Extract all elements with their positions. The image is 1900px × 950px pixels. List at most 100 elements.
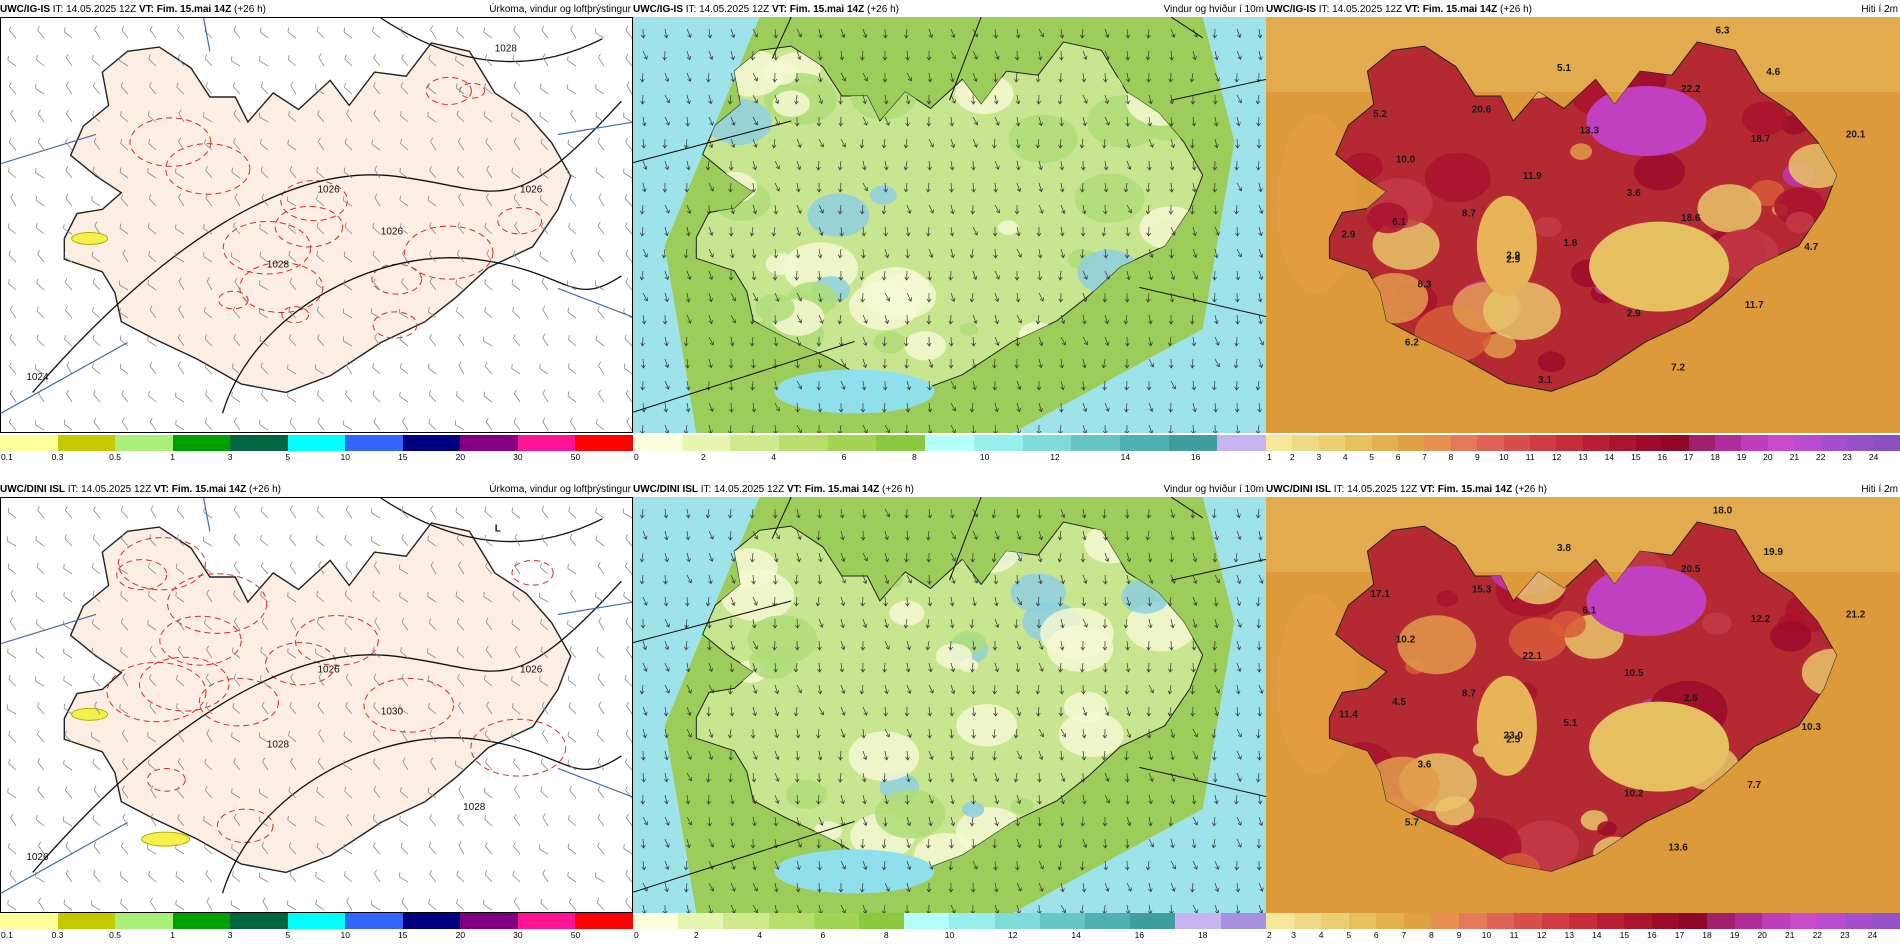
temperature-value-label: 11.9	[1523, 171, 1542, 182]
temperature-value-label: 13.3	[1580, 125, 1600, 136]
lead-time: (+26 h)	[864, 4, 899, 15]
temperature-contour	[222, 220, 312, 275]
panel-run-info: UWC/IG-IS IT: 14.05.2025 12Z VT: Fim. 15…	[633, 0, 899, 20]
color-legend: 1 2 3 4 5 6 7 8 9 10 11 12 13 14 15 16 17 18 19 20 21 22 23 24	[1266, 435, 1900, 462]
temperature-value-label: 3.6	[1418, 759, 1432, 770]
precipitation-area	[71, 231, 109, 245]
legend-swatch	[827, 435, 877, 451]
legend-tick-label: 12	[1008, 930, 1018, 940]
legend-swatch	[1714, 435, 1742, 451]
valid-time: VT: Fim. 15.mai 14Z	[771, 4, 865, 15]
legend-tick-label: 8	[883, 930, 889, 940]
legend-swatch	[1514, 913, 1542, 929]
pressure-label: 1026	[318, 185, 341, 196]
color-legend: 0.1 0.3 0.5 1 3 5 10 15 20 30 50	[0, 435, 633, 462]
map-area[interactable]	[633, 17, 1266, 433]
temperature-contour	[511, 559, 554, 586]
map-panel-p6: UWC/DINI ISL IT: 14.05.2025 12Z VT: Fim.…	[1266, 480, 1900, 943]
legend-tick-label: 10	[944, 930, 955, 940]
legend-swatch	[1503, 435, 1531, 451]
temperature-value-label: 10.2	[1624, 789, 1644, 800]
legend-swatch	[779, 435, 828, 451]
legend-tick-label: 18	[1710, 452, 1720, 462]
graticule	[1, 341, 128, 414]
lead-time: (+26 h)	[1497, 4, 1532, 15]
map-svg	[633, 497, 1266, 913]
legend-tick-label: 14	[1071, 930, 1081, 940]
init-time: IT: 14.05.2025 12Z	[683, 4, 772, 15]
graticule	[1170, 497, 1203, 519]
legend-swatch	[1530, 435, 1557, 451]
legend-tick-label: 50	[570, 452, 581, 462]
isobar	[221, 257, 622, 414]
legend-swatch	[1817, 913, 1845, 929]
legend-tick-label: 2	[1290, 452, 1295, 462]
temperature-value-label: 5.7	[1405, 818, 1419, 829]
map-area[interactable]: 1026 L 1026 1026 1028 1030 1028	[0, 497, 633, 913]
legend-swatch	[949, 913, 995, 929]
temperature-value-label: 5.2	[1373, 109, 1387, 120]
temperature-contour	[106, 661, 207, 723]
isobar	[221, 737, 622, 894]
pressure-label: 1028	[267, 260, 290, 271]
precipitation-area	[141, 831, 191, 847]
temperature-contour	[281, 306, 310, 324]
init-time: IT: 14.05.2025 12Z	[1331, 484, 1420, 495]
panel-title: Úrkoma, vindur og loftþrýstingur	[489, 4, 631, 15]
temperature-value-label: 4.6	[1766, 67, 1780, 78]
graticule	[557, 767, 632, 798]
legend-swatch	[1872, 913, 1900, 929]
legend-swatch	[1220, 913, 1266, 929]
legend-tick-label: 21	[1785, 930, 1795, 940]
temperature-value-label: 2.9	[1627, 309, 1641, 320]
legend-tick-label: 17	[1674, 930, 1685, 940]
map-area[interactable]: 1026 1028 1026 1024 1028 1026	[0, 17, 633, 433]
pressure-label: 1028	[267, 740, 290, 751]
map-area[interactable]	[633, 497, 1266, 913]
temperature-value-label: 11.7	[1745, 300, 1764, 311]
panel-title: Hiti í 2m	[1861, 484, 1898, 495]
temperature-contour	[146, 767, 186, 792]
legend-tick-label: 3	[1291, 930, 1296, 940]
legend-tick-label: 3	[227, 452, 233, 462]
legend-tick-label: 24	[1867, 930, 1878, 940]
legend-tick-label: 21	[1789, 452, 1800, 462]
legend-swatch	[1403, 913, 1432, 929]
map-panel-p3: UWC/IG-IS IT: 14.05.2025 12Z VT: Fim. 15…	[1266, 0, 1900, 465]
legend-tick-label: 3	[1316, 452, 1322, 462]
panel-header: UWC/IG-IS IT: 14.05.2025 12Z VT: Fim. 15…	[1266, 0, 1900, 20]
legend-tick-label: 50	[570, 930, 581, 940]
map-panel-p2: UWC/IG-IS IT: 14.05.2025 12Z VT: Fim. 15…	[633, 0, 1266, 465]
temperature-value-label: 4.7	[1804, 242, 1818, 253]
legend-tick-label: 10	[1481, 930, 1492, 940]
legend-swatch	[994, 913, 1040, 929]
temperature-value-label: 3.8	[1557, 543, 1571, 554]
temperature-value-label: 10.3	[1802, 722, 1822, 733]
legend-swatch	[1741, 435, 1768, 451]
temperature-value-label: 20.5	[1681, 564, 1701, 575]
temperature-value-label: 17.1	[1370, 589, 1390, 600]
map-area[interactable]: 17.1 11.4 18.0 3.8 20.5 19.9 10.2 15.3 6.1 12.2 21…	[1266, 497, 1900, 913]
legend-swatch	[287, 435, 346, 451]
legend-swatch	[1486, 913, 1515, 929]
legend-tick-label: 16	[1134, 930, 1145, 940]
legend-tick-label: 1	[170, 452, 175, 462]
legend-swatch	[1348, 913, 1377, 929]
map-panel-p5: UWC/DINI ISL IT: 14.05.2025 12Z VT: Fim.…	[633, 480, 1266, 943]
legend-swatch	[172, 913, 231, 929]
legend-swatch	[1635, 435, 1663, 451]
graticule	[1139, 766, 1266, 798]
temperature-value-label: 10.5	[1624, 668, 1644, 679]
temperature-value-label: 22.2	[1681, 84, 1701, 95]
legend-swatch	[345, 435, 403, 451]
map-svg: 1026 1028 1026 1024 1028 1026	[1, 18, 632, 432]
temperature-value-label: 19.9	[1763, 547, 1783, 558]
legend-tick-label: 19	[1736, 452, 1747, 462]
temperature-value-label: 6.2	[1405, 338, 1419, 349]
legend-swatch	[1071, 435, 1120, 451]
panel-title: Vindur og hviður í 10m	[1163, 484, 1264, 495]
temperature-value-label: 3.1	[1538, 375, 1552, 386]
legend-swatch	[115, 435, 173, 451]
legend-tick-label: 14	[1604, 452, 1615, 462]
map-area[interactable]: 5.2 2.9 6.3 5.1 22.2 4.6 10.0 20.6 13.3 18.7 20.1 1…	[1266, 17, 1900, 433]
